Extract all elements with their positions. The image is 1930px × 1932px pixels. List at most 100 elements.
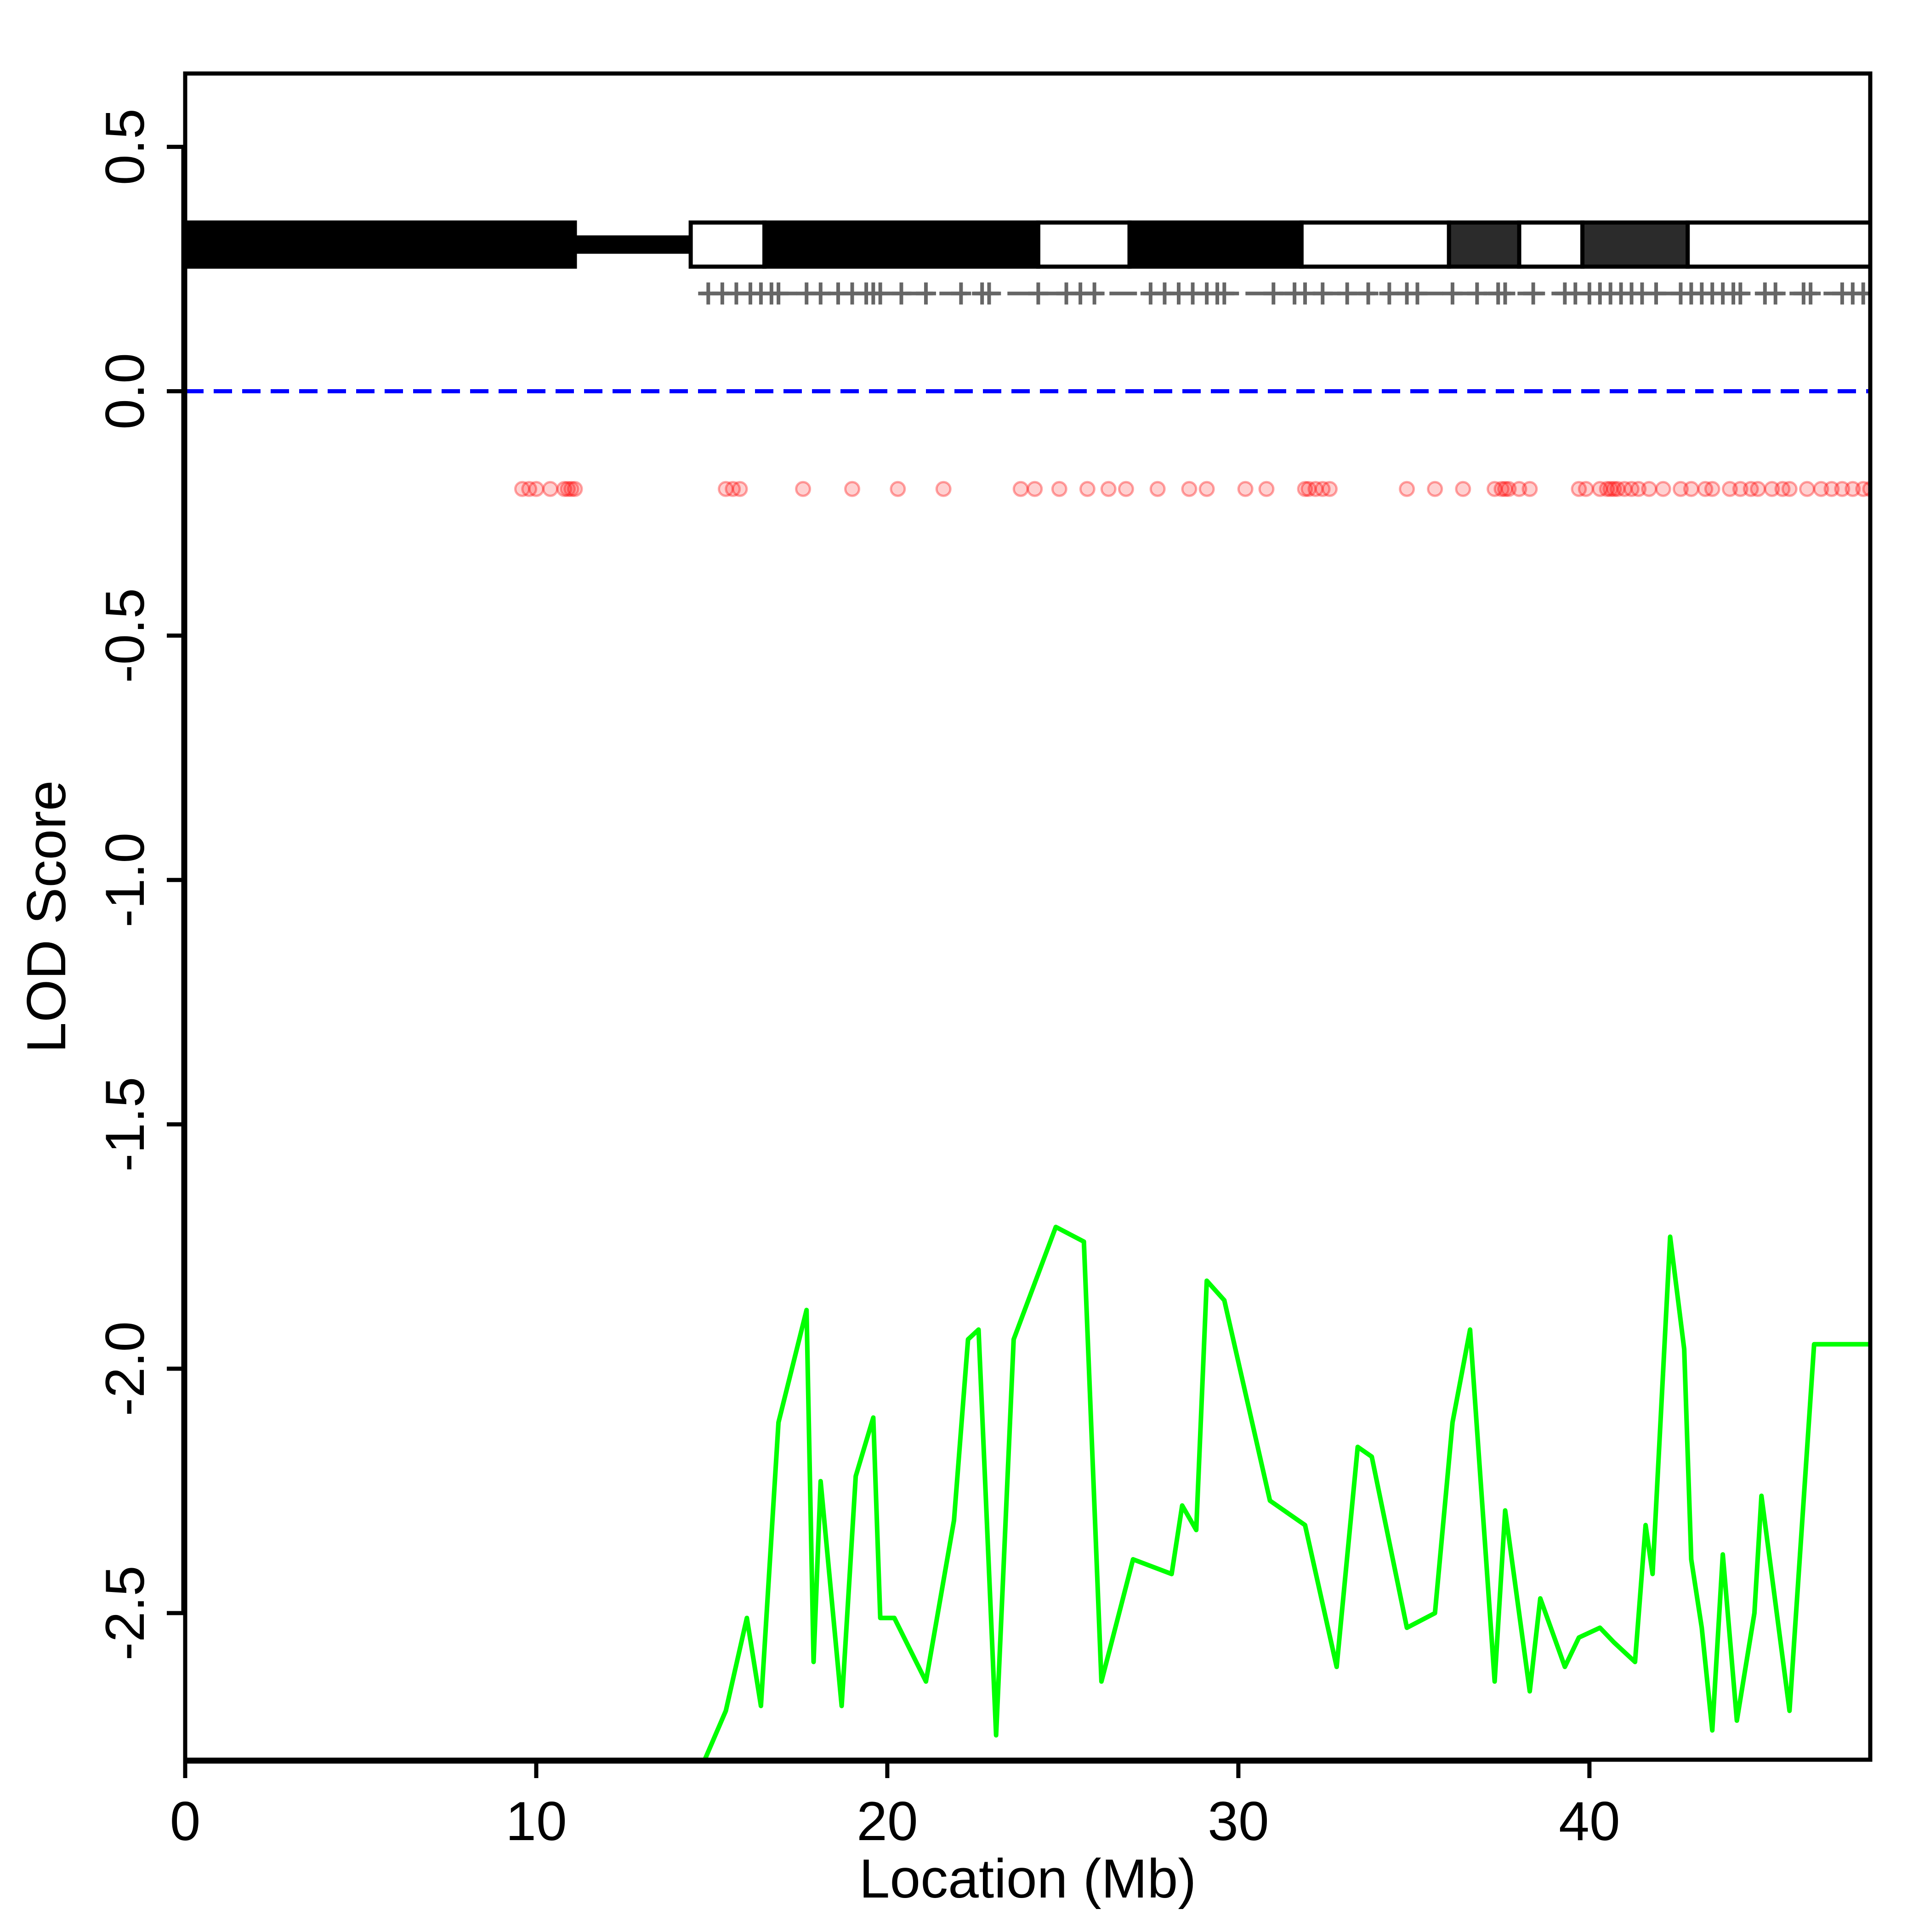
snp-point [795, 481, 812, 497]
marker-cross [1295, 282, 1316, 305]
marker-cross [810, 282, 831, 305]
cytoband-light [688, 220, 767, 269]
plot-frame [183, 71, 1873, 1762]
marker-cross [979, 282, 999, 305]
plot-content [185, 220, 1870, 1760]
snp-point [1834, 481, 1851, 497]
snp-point [1079, 481, 1096, 497]
marker-cross [1263, 282, 1284, 305]
snp-point [1181, 481, 1198, 497]
cytoband-light [1036, 220, 1132, 269]
marker-cross [1379, 282, 1400, 305]
marker-cross [1495, 282, 1516, 305]
marker-cross [1442, 282, 1463, 305]
x-axis-label: Location (Mb) [859, 1848, 1197, 1909]
snp-point [1051, 481, 1067, 497]
marker-cross [1407, 282, 1428, 305]
snp-point [1322, 481, 1338, 497]
cytoband-dark [185, 220, 577, 269]
cytoband-light [1517, 220, 1585, 269]
snp-point [1497, 481, 1513, 497]
snp-point [1118, 481, 1134, 497]
marker-track [698, 282, 1870, 305]
cytoband-light [1686, 220, 1870, 269]
snp-point [1314, 481, 1331, 497]
snp-point [1521, 481, 1538, 497]
marker-cross [1467, 282, 1487, 305]
snp-point [1683, 481, 1699, 497]
snp-point [1813, 481, 1829, 497]
marker-cross [1358, 282, 1379, 305]
x-tick-label: 20 [857, 1790, 918, 1852]
y-tick-label: -1.0 [94, 833, 156, 928]
snp-point [732, 481, 748, 497]
snp-point [521, 481, 538, 497]
snp-point [1399, 481, 1415, 497]
y-tick-label: -0.5 [94, 588, 156, 683]
snp-point [1307, 481, 1324, 497]
snp-point [1599, 481, 1615, 497]
snp-point [1297, 481, 1313, 497]
snp-point [1672, 481, 1689, 497]
snp-point [1655, 481, 1671, 497]
snp-point [1487, 481, 1503, 497]
marker-cross [1084, 282, 1105, 305]
snp-point [1149, 481, 1166, 497]
marker-cross [1337, 282, 1357, 305]
snp-point [1602, 481, 1619, 497]
marker-cross [1312, 282, 1333, 305]
snp-point [542, 481, 559, 497]
snp-point [935, 481, 952, 497]
snp-point [1606, 481, 1622, 497]
snp-point [1732, 481, 1748, 497]
marker-cross [951, 282, 971, 305]
snp-point [1799, 481, 1815, 497]
y-axis-label: LOD Score [16, 780, 77, 1053]
x-tick-label: 30 [1208, 1790, 1269, 1852]
snp-point [1100, 481, 1117, 497]
y-tick-label: -2.0 [94, 1321, 156, 1416]
snp-point [1774, 481, 1791, 497]
snp-point [1578, 481, 1594, 497]
cytoband-gray [1447, 220, 1521, 269]
snp-point [556, 481, 573, 497]
snp-point [1697, 481, 1714, 497]
cytoband-ideogram [185, 220, 1870, 269]
snp-point [1027, 481, 1043, 497]
snp-point [514, 481, 530, 497]
snp-point [1616, 481, 1633, 497]
cytoband-light [1299, 220, 1451, 269]
marker-cross [768, 282, 789, 305]
snp-point [1493, 481, 1510, 497]
snp-point [567, 481, 583, 497]
marker-cross [1214, 282, 1235, 305]
snp-point [1641, 481, 1658, 497]
snp-point [1500, 481, 1517, 497]
marker-cross [870, 282, 891, 305]
snp-point [1455, 481, 1471, 497]
y-tick-label: 0.0 [94, 353, 156, 430]
snp-point [1012, 481, 1029, 497]
snp-point [890, 481, 906, 497]
snp-point [1781, 481, 1798, 497]
snp-point [1258, 481, 1275, 497]
snp-point [1823, 481, 1840, 497]
y-tick-label: 0.5 [94, 108, 156, 185]
snp-point [1704, 481, 1720, 497]
x-tick-label: 40 [1559, 1790, 1620, 1852]
snp-point [1743, 481, 1759, 497]
lod-series-line [703, 1224, 1870, 1760]
y-tick-label: -1.5 [94, 1077, 156, 1172]
cytoband-dark [762, 220, 1040, 269]
snp-point [1198, 481, 1215, 497]
snp-point [563, 481, 579, 497]
snp-point [1511, 481, 1527, 497]
y-tick-label: -2.5 [94, 1565, 156, 1660]
marker-cross [1765, 282, 1786, 305]
cytoband-centromere [574, 235, 691, 254]
snp-point [528, 481, 545, 497]
snp-point [1237, 481, 1254, 497]
x-tick-label: 10 [505, 1790, 567, 1852]
